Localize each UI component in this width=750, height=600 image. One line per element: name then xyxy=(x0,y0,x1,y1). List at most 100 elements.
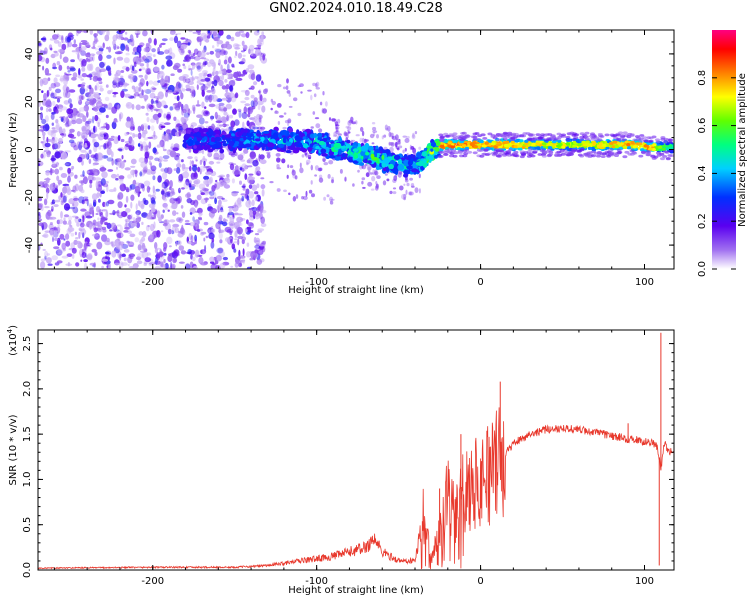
spectrogram-noise-cell xyxy=(205,197,208,204)
spectrogram-noise-cell xyxy=(169,37,175,41)
spectrogram-noise-cell xyxy=(218,214,223,221)
spectrogram-ridge-cell xyxy=(224,134,232,138)
spectrogram-noise-cell xyxy=(60,200,64,206)
spectrogram-noise-cell xyxy=(207,152,213,158)
spectrogram-noise-cell xyxy=(214,49,222,53)
spectrogram-noise-cell xyxy=(297,112,302,117)
spectrogram-noise-cell xyxy=(212,45,215,49)
spectrogram-noise-cell xyxy=(288,105,293,108)
spectrogram-halo-cell xyxy=(456,135,462,139)
spectrogram-x-tick-label: -100 xyxy=(305,277,328,288)
spectrogram-x-tick-label: 0 xyxy=(477,277,483,288)
spectrogram-noise-cell xyxy=(189,250,196,255)
spectrogram-x-ticks: -200 -100 0 100 xyxy=(53,30,654,288)
spectrogram-noise-cell xyxy=(295,194,299,199)
spectrogram-ridge-cell xyxy=(640,148,645,152)
spectrogram-noise-cell xyxy=(236,256,241,261)
spectrogram-noise-cell xyxy=(143,180,151,187)
spectrogram-noise-cell xyxy=(217,62,221,66)
spectrogram-ridge-cell xyxy=(267,146,273,151)
spectrogram-noise-cell xyxy=(179,227,185,235)
spectrogram-noise-cell xyxy=(131,65,135,71)
spectrogram-noise-cell xyxy=(227,56,232,64)
spectrogram-ridge-cell xyxy=(643,144,649,148)
spectrogram-noise-cell xyxy=(199,82,204,86)
spectrogram-noise-cell xyxy=(322,108,327,114)
spectrogram-noise-cell xyxy=(118,175,125,180)
spectrogram-noise-cell xyxy=(254,244,261,249)
spectrogram-noise-cell xyxy=(92,40,96,48)
spectrogram-halo-cell xyxy=(616,148,622,152)
spectrogram-noise-cell xyxy=(258,114,263,120)
spectrogram-noise-cell xyxy=(230,120,236,128)
spectrogram-noise-cell xyxy=(259,206,264,214)
spectrogram-noise-cell xyxy=(89,30,93,35)
spectrogram-noise-cell xyxy=(81,251,87,259)
spectrogram-noise-cell xyxy=(99,85,103,88)
spectrogram-noise-cell xyxy=(241,236,247,241)
spectrogram-noise-cell xyxy=(75,51,80,55)
spectrogram-halo-cell xyxy=(579,148,585,152)
spectrogram-noise-cell xyxy=(101,209,108,212)
spectrogram-noise-cell xyxy=(335,124,338,130)
spectrogram-ridge-cell xyxy=(657,145,663,149)
spectrogram-noise-cell xyxy=(180,78,187,81)
spectrogram-halo-cell xyxy=(634,135,640,138)
spectrogram-ridge-cell xyxy=(577,143,582,147)
spectrogram-noise-cell xyxy=(43,198,48,206)
spectrogram-noise-cell xyxy=(141,148,144,152)
spectrogram-ridge-cell xyxy=(407,154,412,160)
spectrogram-noise-cell xyxy=(242,54,246,57)
spectrogram-noise-cell xyxy=(105,237,110,243)
spectrogram-noise-cell xyxy=(85,129,91,136)
spectrogram-noise-cell xyxy=(184,38,189,41)
spectrogram-noise-cell xyxy=(105,84,109,88)
spectrogram-ridge-cell xyxy=(479,140,484,144)
spectrogram-noise-cell xyxy=(166,59,173,67)
spectrogram-noise-cell xyxy=(191,160,194,165)
spectrogram-noise-cell xyxy=(219,262,226,269)
spectrogram-noise-cell xyxy=(211,228,216,233)
spectrogram-noise-cell xyxy=(169,193,173,198)
spectrogram-noise-cell xyxy=(181,211,186,218)
spectrogram-noise-cell xyxy=(165,129,172,135)
spectrogram-noise-cell xyxy=(176,163,182,169)
spectrogram-noise-cell xyxy=(51,111,56,115)
spectrogram-noise-cell xyxy=(116,173,120,178)
spectrogram-noise-cell xyxy=(231,63,235,68)
spectrogram-noise-cell xyxy=(150,98,154,105)
spectrogram-noise-cell xyxy=(364,163,367,167)
spectrogram-noise-cell xyxy=(315,81,320,88)
spectrogram-noise-cell xyxy=(58,126,63,134)
spectrogram-noise-cell xyxy=(170,73,175,76)
spectrogram-noise-cell xyxy=(370,188,375,191)
spectrogram-noise-cell xyxy=(159,251,164,258)
spectrogram-noise-cell xyxy=(196,229,201,232)
spectrogram-halo-cell xyxy=(526,155,532,158)
spectrogram-noise-cell xyxy=(85,120,92,124)
spectrogram-noise-cell xyxy=(225,43,233,50)
spectrogram-noise-cell xyxy=(53,237,60,241)
spectrogram-noise-cell xyxy=(158,162,162,168)
spectrogram-noise-cell xyxy=(237,197,242,205)
spectrogram-noise-cell xyxy=(56,227,61,231)
spectrogram-noise-cell xyxy=(177,240,182,246)
spectrogram-noise-cell xyxy=(232,108,237,115)
spectrogram-noise-cell xyxy=(53,226,57,231)
spectrogram-noise-cell xyxy=(286,174,289,179)
spectrogram-halo-cell xyxy=(632,151,638,155)
spectrogram-halo-cell xyxy=(579,132,585,136)
spectrogram-noise-cell xyxy=(54,124,61,133)
spectrogram-noise-cell xyxy=(98,198,101,203)
spectrogram-noise-cell xyxy=(259,244,265,247)
spectrogram-noise-cell xyxy=(225,124,229,127)
spectrogram-noise-cell xyxy=(44,67,50,76)
spectrogram-halo-cell xyxy=(584,131,590,135)
spectrogram-noise-cell xyxy=(187,240,193,245)
spectrogram-noise-cell xyxy=(253,81,258,86)
spectrogram-noise-cell xyxy=(110,173,117,179)
spectrogram-noise-cell xyxy=(143,137,148,141)
spectrogram-noise-cell xyxy=(148,141,152,149)
spectrogram-noise-cell xyxy=(125,220,128,228)
spectrogram-noise-cell xyxy=(187,156,193,160)
